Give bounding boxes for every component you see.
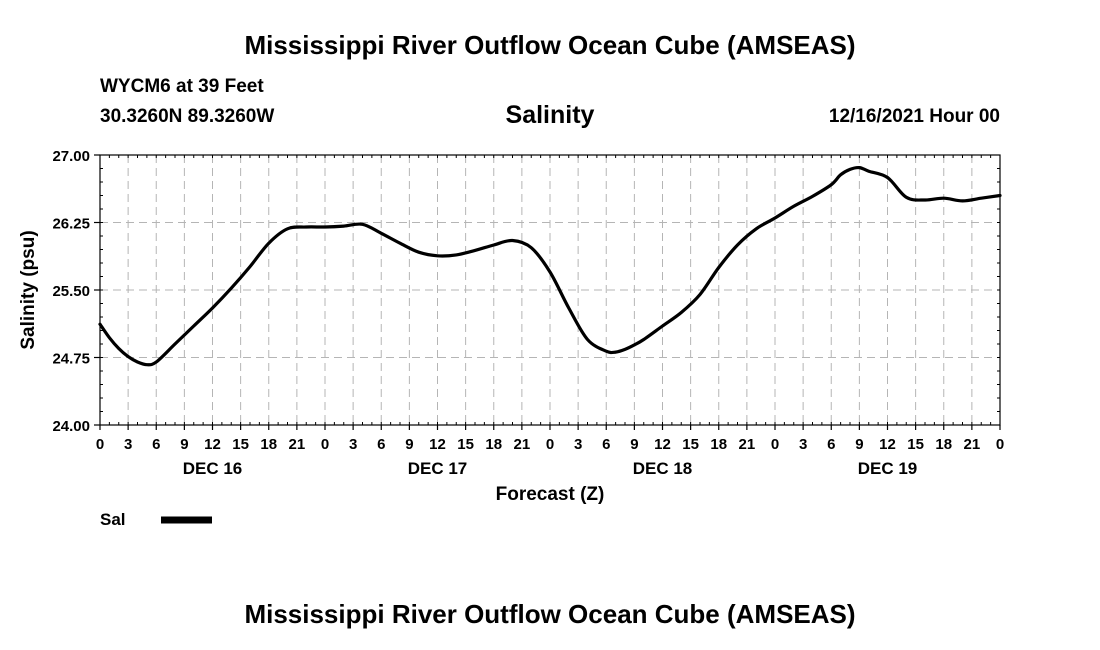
y-axis-label: Salinity (psu) [18, 230, 39, 349]
y-axis-ticks: 24.00 24.75 25.50 26.25 27.00 [52, 148, 100, 435]
plot-title: Salinity [505, 101, 595, 129]
datetime-label: 12/16/2021 Hour 00 [828, 106, 1000, 127]
station-label: WYCM6 at 39 Feet [100, 76, 264, 97]
y-tick-label: 26.25 [52, 216, 90, 233]
x-axis-label: Forecast (Z) [496, 484, 605, 505]
x-tick-label: 3 [349, 436, 357, 453]
x-tick-label: 15 [457, 436, 474, 453]
x-tick-label: 21 [739, 436, 756, 453]
x-tick-label: 9 [630, 436, 638, 453]
x-tick-label: 3 [799, 436, 807, 453]
x-tick-label: 9 [855, 436, 863, 453]
y-tick-label: 24.00 [52, 418, 90, 435]
x-tick-label: 9 [180, 436, 188, 453]
x-tick-label: 18 [710, 436, 727, 453]
footer-title: Mississippi River Outflow Ocean Cube (AM… [244, 599, 856, 629]
y-tick-label: 25.50 [52, 283, 90, 300]
x-tick-label: 6 [827, 436, 835, 453]
x-tick-label: 12 [429, 436, 446, 453]
y-tick-label: 24.75 [52, 351, 90, 368]
day-label: DEC 16 [183, 459, 243, 478]
series-line-sal [98, 165, 1002, 367]
x-tick-label: 0 [546, 436, 554, 453]
coordinates-label: 30.3260N 89.3260W [100, 106, 275, 127]
x-tick-label: 9 [405, 436, 413, 453]
series-layer [98, 165, 1002, 367]
x-tick-label: 0 [996, 436, 1004, 453]
x-tick-label: 18 [935, 436, 952, 453]
x-tick-label: 0 [771, 436, 779, 453]
x-axis-ticks: 0 3 6 9 12 15 18 21 0 3 6 9 12 15 18 21 0 3 6 9 12 15 18 21 0 3 6 9… [96, 425, 1004, 453]
day-label: DEC 19 [858, 459, 918, 478]
x-tick-label: 18 [260, 436, 277, 453]
x-tick-label: 3 [124, 436, 132, 453]
x-tick-label: 21 [514, 436, 531, 453]
x-tick-label: 6 [602, 436, 610, 453]
x-tick-label: 0 [321, 436, 329, 453]
main-title: Mississippi River Outflow Ocean Cube (AM… [244, 30, 856, 60]
x-tick-label: 12 [654, 436, 671, 453]
x-tick-label: 21 [964, 436, 981, 453]
x-tick-label: 15 [232, 436, 249, 453]
x-tick-label: 18 [485, 436, 502, 453]
x-tick-label: 21 [289, 436, 306, 453]
grid-layer [100, 155, 1000, 425]
legend-label-sal: Sal [100, 510, 126, 529]
x-tick-label: 3 [574, 436, 582, 453]
y-tick-label: 27.00 [52, 148, 90, 165]
day-labels: DEC 16 DEC 17 DEC 18 DEC 19 [183, 459, 918, 478]
x-tick-label: 15 [907, 436, 924, 453]
x-tick-label: 12 [204, 436, 221, 453]
day-label: DEC 17 [408, 459, 468, 478]
legend: Sal [100, 510, 212, 529]
x-tick-label: 12 [879, 436, 896, 453]
x-tick-label: 15 [682, 436, 699, 453]
x-tick-label: 6 [377, 436, 385, 453]
x-tick-label: 6 [152, 436, 160, 453]
day-label: DEC 18 [633, 459, 693, 478]
x-tick-label: 0 [96, 436, 104, 453]
